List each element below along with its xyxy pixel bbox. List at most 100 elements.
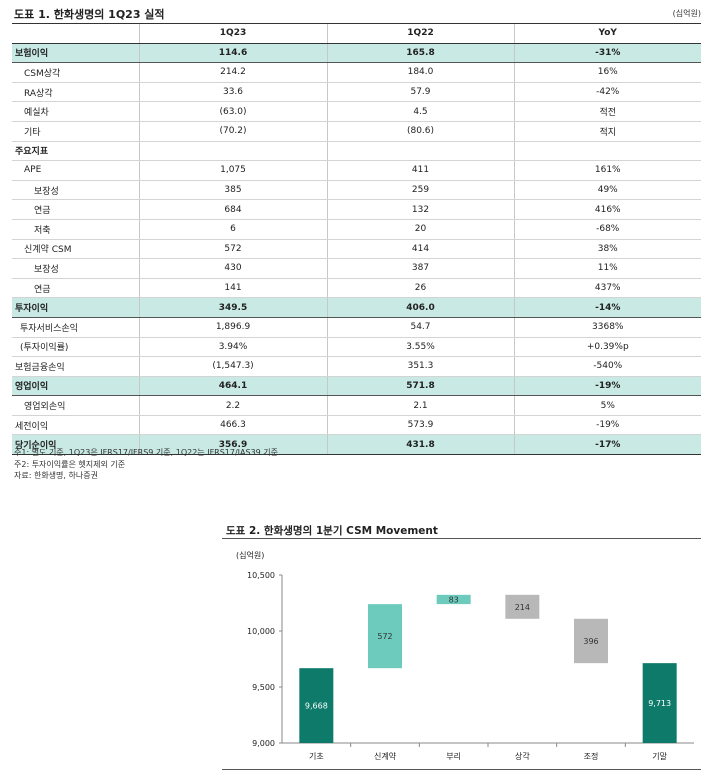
header-1q23: 1Q23 xyxy=(138,23,327,44)
cell-yoy: -31% xyxy=(513,42,701,64)
row-label: 보장성 xyxy=(12,180,139,201)
table-row-ape-savings: 저축 6 20 -68% xyxy=(12,219,701,240)
cell-yoy: 437% xyxy=(513,278,701,299)
table-row-csm-annuity: 연금 141 26 437% xyxy=(12,278,701,299)
cell-1q23: 2.2 xyxy=(138,395,327,416)
bar-2 xyxy=(436,594,471,605)
chart-frame xyxy=(222,538,701,770)
cell-1q22: 57.9 xyxy=(326,82,514,103)
header-1q22: 1Q22 xyxy=(326,23,514,44)
y-tick-label: 10,000 xyxy=(247,627,275,636)
cell-yoy: 38% xyxy=(513,239,701,260)
row-label: APE xyxy=(12,160,139,181)
cell-1q22: 571.8 xyxy=(326,375,514,397)
row-label: 당기순이익 xyxy=(12,434,139,456)
cell-1q23: 349.5 xyxy=(138,297,327,318)
cell-1q22 xyxy=(326,141,514,162)
cell-1q23 xyxy=(138,141,327,162)
cell-1q22: 259 xyxy=(326,180,514,201)
cell-1q22: 431.8 xyxy=(326,434,514,456)
table-row-insurance-finance: 보험금융손익 (1,547.3) 351.3 -540% xyxy=(12,356,701,377)
x-category-label: 신계약 xyxy=(374,751,397,761)
table-row-ape-annuity: 연금 684 132 416% xyxy=(12,199,701,220)
row-label: CSM상각 xyxy=(12,62,139,83)
cell-1q22: 54.7 xyxy=(326,317,514,338)
y-tick-label: 9,000 xyxy=(252,739,275,748)
cell-1q22: 4.5 xyxy=(326,101,514,122)
cell-1q23: 466.3 xyxy=(138,415,327,436)
cell-1q23: 572 xyxy=(138,239,327,260)
cell-yoy: 49% xyxy=(513,180,701,201)
row-label: 투자이익 xyxy=(12,297,139,318)
table-row-csm-amortization: CSM상각 214.2 184.0 16% xyxy=(12,62,701,83)
cell-yoy: 적지 xyxy=(513,121,701,142)
x-category-label: 부리 xyxy=(446,752,461,761)
cell-yoy: 적전 xyxy=(513,101,701,122)
cell-1q22: 387 xyxy=(326,258,514,279)
cell-yoy: +0.39%p xyxy=(513,337,701,358)
cell-yoy: 5% xyxy=(513,395,701,416)
table1-notes: 주1: 별도 기준, 1Q23은 IFRS17/IFRS9 기준, 1Q22는 … xyxy=(14,447,278,482)
row-label: 보험이익 xyxy=(12,42,139,64)
cell-yoy: 16% xyxy=(513,62,701,83)
cell-yoy: -14% xyxy=(513,297,701,318)
csm-waterfall-chart: (십억원) 9,000 9,500 10,000 10,500 9,668 기초 572 신계… xyxy=(236,550,694,761)
cell-1q23: 684 xyxy=(138,199,327,220)
row-label: 주요지표 xyxy=(12,141,139,162)
cell-yoy: -17% xyxy=(513,434,701,456)
row-label: 신계약 CSM xyxy=(12,239,139,260)
cell-1q23: 356.9 xyxy=(138,434,327,456)
x-category-label: 기말 xyxy=(652,752,667,761)
row-label: 세전이익 xyxy=(12,415,139,436)
table-row-non-operating: 영업외손익 2.2 2.1 5% xyxy=(12,395,701,416)
table-row-other: 기타 (70.2) (80.6) 적지 xyxy=(12,121,701,142)
bar-value-label: 83 xyxy=(449,595,459,604)
note-1: 주1: 별도 기준, 1Q23은 IFRS17/IFRS9 기준, 1Q22는 … xyxy=(14,448,279,457)
cell-1q23: 464.1 xyxy=(138,375,327,397)
cell-1q22: 20 xyxy=(326,219,514,240)
y-tick-label: 10,500 xyxy=(247,571,275,580)
table-header-row: 1Q23 1Q22 YoY xyxy=(12,23,701,44)
cell-1q23: 3.94% xyxy=(138,337,327,358)
bar-4 xyxy=(574,618,608,664)
cell-1q23: 1,896.9 xyxy=(138,317,327,338)
bar-value-label: 9,713 xyxy=(648,699,671,708)
row-label: 투자서비스손익 xyxy=(12,317,139,338)
table-row-key-metrics: 주요지표 xyxy=(12,141,701,162)
cell-1q23: (1,547.3) xyxy=(138,356,327,377)
cell-1q23: 1,075 xyxy=(138,160,327,181)
row-label: 저축 xyxy=(12,219,139,240)
table1-unit: (십억원) xyxy=(672,9,701,18)
table-row-investment-profit: 투자이익 349.5 406.0 -14% xyxy=(12,297,701,318)
bar-3 xyxy=(505,594,540,619)
cell-1q22: 2.1 xyxy=(326,395,514,416)
bar-value-label: 396 xyxy=(583,637,598,646)
cell-1q22: (80.6) xyxy=(326,121,514,142)
cell-1q23: 33.6 xyxy=(138,82,327,103)
table-row-ape-protection: 보장성 385 259 49% xyxy=(12,180,701,201)
cell-1q23: (63.0) xyxy=(138,101,327,122)
cell-1q22: 351.3 xyxy=(326,356,514,377)
cell-1q22: 165.8 xyxy=(326,42,514,64)
cell-yoy: -68% xyxy=(513,219,701,240)
cell-1q23: 214.2 xyxy=(138,62,327,83)
cell-yoy: 161% xyxy=(513,160,701,181)
table-row-pretax-profit: 세전이익 466.3 573.9 -19% xyxy=(12,415,701,436)
table-row-csm-protection: 보장성 430 387 11% xyxy=(12,258,701,279)
bar-value-label: 214 xyxy=(515,603,530,612)
cell-1q23: 430 xyxy=(138,258,327,279)
note-source: 자료: 한화생명, 하나증권 xyxy=(14,471,98,480)
cell-1q22: 411 xyxy=(326,160,514,181)
y-tick-label: 9,500 xyxy=(252,683,275,692)
table-row-investment-service: 투자서비스손익 1,896.9 54.7 3368% xyxy=(12,317,701,338)
row-label: 영업외손익 xyxy=(12,395,139,416)
bar-1 xyxy=(368,604,402,669)
table-row-net-profit: 당기순이익 356.9 431.8 -17% xyxy=(12,434,701,456)
chart-unit-label: (십억원) xyxy=(236,550,264,560)
cell-1q23: 141 xyxy=(138,278,327,299)
table1-title: 도표 1. 한화생명의 1Q23 실적 xyxy=(14,8,165,21)
cell-1q22: 132 xyxy=(326,199,514,220)
cell-yoy: -19% xyxy=(513,415,701,436)
row-label: 기타 xyxy=(12,121,139,142)
table-row-investment-yield: (투자이익률) 3.94% 3.55% +0.39%p xyxy=(12,337,701,358)
